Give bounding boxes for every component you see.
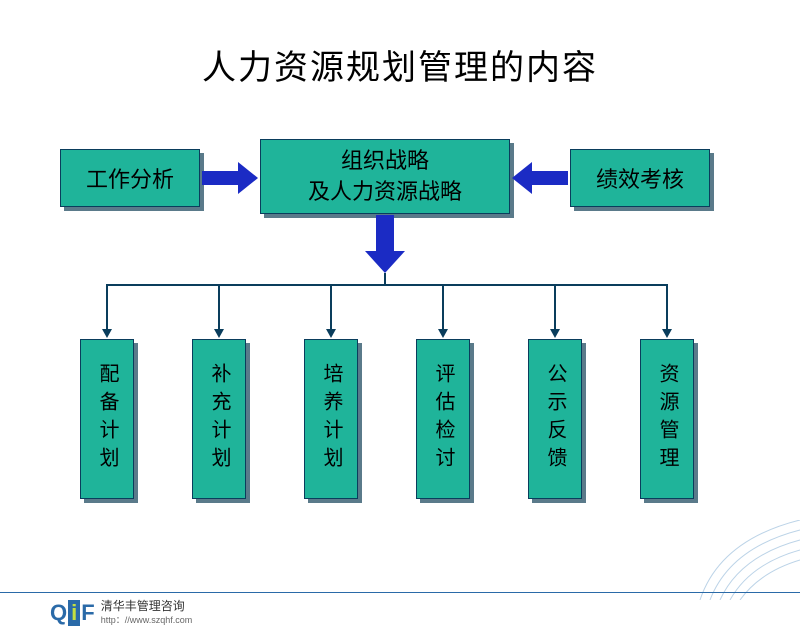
connector-arrowhead-icon: [550, 329, 560, 338]
node-label: 评估检讨: [416, 363, 470, 475]
node-feedback: 公示反馈: [528, 339, 582, 499]
footer-decoration-icon: [660, 520, 800, 600]
connector-arrowhead-icon: [214, 329, 224, 338]
connector-drop: [554, 284, 556, 329]
node-label: 公示反馈: [528, 363, 582, 475]
node-org-strategy: 组织战略 及人力资源战略: [260, 139, 510, 214]
node-label: 资源管理: [640, 363, 694, 475]
connector-drop: [218, 284, 220, 329]
connector-drop: [106, 284, 108, 329]
logo-mark-icon: Q i F: [50, 600, 95, 626]
connector-horizontal: [106, 284, 668, 286]
node-label: 绩效考核: [596, 162, 684, 194]
logo-letter: i: [68, 600, 80, 626]
node-allocation-plan: 配备计划: [80, 339, 134, 499]
node-supplement-plan: 补充计划: [192, 339, 246, 499]
connector-drop: [666, 284, 668, 329]
page-title: 人力资源规划管理的内容: [0, 40, 800, 89]
logo-letter: F: [81, 600, 94, 626]
connector-stub: [384, 273, 386, 285]
footer: Q i F 清华丰管理咨询 http：//www.szqhf.com: [0, 592, 800, 632]
connector-arrowhead-icon: [102, 329, 112, 338]
node-resource-mgmt: 资源管理: [640, 339, 694, 499]
connector-drop: [330, 284, 332, 329]
flowchart-container: 工作分析 组织战略 及人力资源战略 绩效考核 配备计划: [0, 119, 800, 559]
connector-drop: [442, 284, 444, 329]
node-label-line1: 组织战略: [341, 146, 429, 177]
node-label: 工作分析: [86, 162, 174, 194]
node-label-line2: 及人力资源战略: [308, 177, 462, 208]
connector-arrowhead-icon: [438, 329, 448, 338]
node-label: 补充计划: [192, 363, 246, 475]
logo-letter: Q: [50, 600, 67, 626]
footer-org-name: 清华丰管理咨询: [101, 599, 193, 613]
footer-logo: Q i F 清华丰管理咨询 http：//www.szqhf.com: [50, 599, 192, 626]
node-work-analysis: 工作分析: [60, 149, 200, 207]
node-performance: 绩效考核: [570, 149, 710, 207]
node-evaluation: 评估检讨: [416, 339, 470, 499]
node-label: 培养计划: [304, 363, 358, 475]
connector-arrowhead-icon: [326, 329, 336, 338]
footer-url: http：//www.szqhf.com: [101, 613, 193, 626]
node-label: 配备计划: [80, 363, 134, 475]
connector-arrowhead-icon: [662, 329, 672, 338]
node-training-plan: 培养计划: [304, 339, 358, 499]
